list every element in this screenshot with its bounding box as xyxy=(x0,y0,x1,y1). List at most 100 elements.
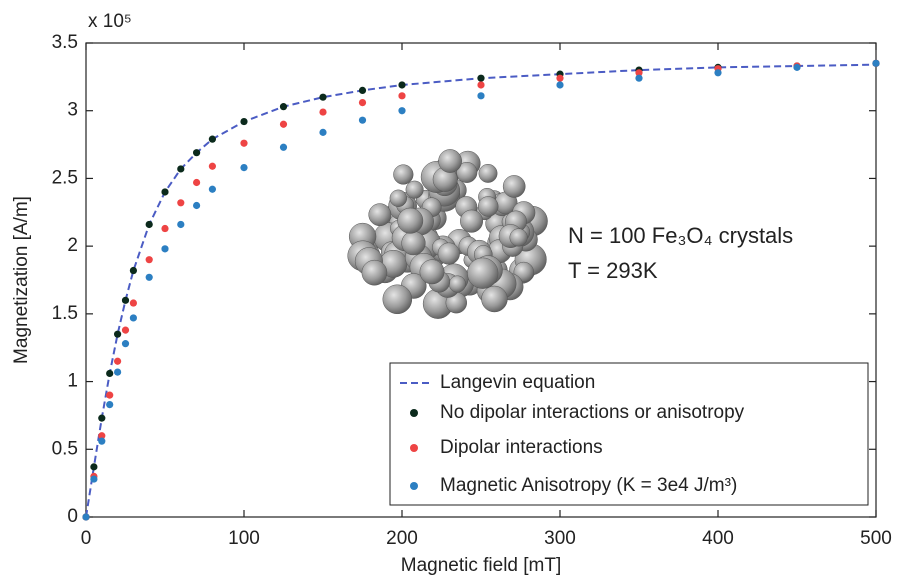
sphere xyxy=(456,161,478,183)
y-tick-label: 0.5 xyxy=(52,438,78,459)
x-tick-label: 100 xyxy=(228,528,260,549)
sphere xyxy=(419,259,445,285)
data-point xyxy=(319,93,327,101)
data-point xyxy=(208,162,216,170)
x-tick-label: 200 xyxy=(386,528,418,549)
data-point xyxy=(477,92,485,100)
axes-box xyxy=(85,42,877,518)
legend-box xyxy=(389,362,869,506)
legend-label: Magnetic Anisotropy (K = 3e4 J/m³) xyxy=(440,475,737,496)
data-point xyxy=(358,98,367,107)
sphere xyxy=(509,228,528,247)
data-point xyxy=(129,266,137,275)
sphere xyxy=(478,163,498,183)
data-point xyxy=(358,86,367,94)
data-point xyxy=(279,120,288,128)
data-point xyxy=(398,81,406,89)
sphere xyxy=(467,257,499,289)
data-point xyxy=(793,63,801,71)
data-point xyxy=(121,326,130,334)
sphere xyxy=(401,231,426,256)
data-point xyxy=(106,391,114,399)
sphere xyxy=(437,242,460,265)
data-point xyxy=(193,201,201,210)
y-tick-label: 3 xyxy=(67,100,78,121)
x-tick-label: 0 xyxy=(81,528,92,549)
data-point xyxy=(161,245,169,253)
sphere xyxy=(448,275,466,293)
y-axis-title: Magnetization [A/m] xyxy=(11,196,32,364)
data-point xyxy=(161,188,169,196)
y-tick-label: 2.5 xyxy=(52,167,78,188)
data-point xyxy=(240,117,248,126)
data-point xyxy=(90,475,98,483)
data-point xyxy=(114,368,122,376)
data-point xyxy=(114,330,122,338)
data-point xyxy=(208,185,216,193)
sphere xyxy=(477,196,499,217)
data-point xyxy=(477,81,485,89)
y-tick-label: 1.5 xyxy=(52,303,78,324)
data-point xyxy=(872,59,880,67)
data-point xyxy=(635,69,643,77)
sphere xyxy=(481,285,508,313)
data-point xyxy=(98,414,106,422)
legend-label: Langevin equation xyxy=(440,372,595,393)
sphere xyxy=(405,180,424,199)
sphere xyxy=(382,284,413,315)
y-tick-label: 2 xyxy=(67,235,78,256)
x-axis-title: Magnetic field [mT] xyxy=(401,555,562,576)
data-point xyxy=(106,400,114,409)
data-point xyxy=(129,299,137,307)
sphere xyxy=(368,203,392,227)
data-point xyxy=(145,273,153,281)
sphere xyxy=(397,207,424,234)
data-point xyxy=(398,107,406,115)
data-point xyxy=(635,74,643,82)
y-tick-label: 1 xyxy=(67,371,78,392)
data-point xyxy=(177,220,185,229)
sphere xyxy=(502,175,526,198)
x-tick-label: 300 xyxy=(544,528,576,549)
data-point xyxy=(398,92,406,100)
annotation: N = 100 Fe₃O₄ crystals xyxy=(568,223,793,248)
sphere xyxy=(460,209,484,233)
data-point xyxy=(556,81,564,89)
data-point xyxy=(279,143,288,151)
data-point xyxy=(193,149,201,157)
y-tick-label: 0 xyxy=(67,506,78,527)
data-point xyxy=(145,220,153,229)
data-point xyxy=(714,69,722,77)
crystal-cluster-illustration xyxy=(347,149,548,319)
data-point xyxy=(279,103,288,111)
data-point xyxy=(240,163,248,172)
data-point xyxy=(121,296,130,304)
data-point xyxy=(121,340,130,348)
legend-label: No dipolar interactions or anisotropy xyxy=(440,402,745,423)
data-point xyxy=(90,463,98,471)
data-point xyxy=(82,513,90,521)
sphere xyxy=(389,189,408,207)
data-point xyxy=(106,369,114,378)
x-tick-label: 500 xyxy=(860,528,892,549)
annotation: T = 293K xyxy=(568,258,658,283)
sphere xyxy=(438,149,462,173)
data-point xyxy=(319,128,327,136)
data-point xyxy=(319,108,327,116)
legend-label: Dipolar interactions xyxy=(440,437,603,458)
data-point xyxy=(114,357,122,365)
data-point xyxy=(477,74,485,82)
x-tick-label: 400 xyxy=(702,528,734,549)
data-point xyxy=(98,437,106,445)
data-point xyxy=(177,199,185,207)
y-tick-label: 3.5 xyxy=(52,32,78,53)
data-point xyxy=(129,314,137,322)
data-point xyxy=(98,432,106,440)
legend-swatch xyxy=(410,409,418,417)
legend-swatch xyxy=(410,444,418,452)
data-point xyxy=(208,135,216,143)
data-point xyxy=(193,178,201,187)
legend-swatch xyxy=(410,482,418,490)
data-point xyxy=(161,224,169,233)
